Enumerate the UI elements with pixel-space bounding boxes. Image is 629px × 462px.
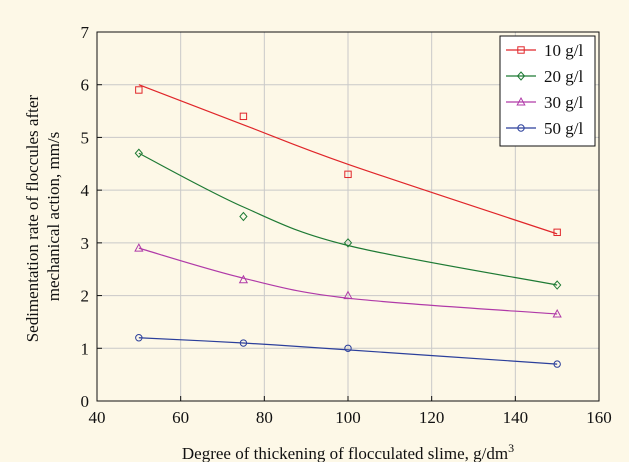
data-point-10-g-l (344, 170, 352, 179)
legend-label-10-g-l: 10 g/l (544, 41, 583, 60)
y-axis-ticks: 0 1 2 3 4 5 6 7 (81, 23, 102, 411)
x-axis-ticks: 40 60 80 100 120 140 160 (89, 396, 612, 427)
y-tick-label: 1 (81, 339, 90, 358)
x-tick-label: 100 (335, 408, 361, 427)
y-tick-label: 0 (81, 392, 90, 411)
x-tick-label: 60 (172, 408, 189, 427)
fit-curves (138, 84, 558, 365)
y-tick-label: 3 (81, 234, 90, 253)
x-tick-label: 140 (503, 408, 529, 427)
y-axis-label-line2: mechanical action, mm/s (44, 132, 63, 301)
data-point-20-g-l (239, 211, 248, 222)
data-point-20-g-l (134, 148, 143, 159)
data-point-30-g-l (552, 308, 562, 318)
fit-curve-50-g-l (138, 337, 558, 365)
data-point-30-g-l (343, 290, 353, 300)
data-point-20-g-l (343, 238, 353, 248)
data-point-10-g-l (239, 112, 248, 121)
data-point-30-g-l (134, 243, 144, 252)
y-tick-label: 2 (81, 287, 90, 306)
data-point-10-g-l (553, 228, 561, 237)
fit-curve-10-g-l (138, 84, 558, 235)
x-axis-label: Degree of thickening of flocculated slim… (182, 441, 514, 462)
x-tick-label: 120 (419, 408, 445, 427)
y-axis-label-line1: Sedimentation rate of floccules after (23, 95, 42, 343)
x-tick-label: 160 (586, 408, 612, 427)
y-tick-label: 4 (81, 181, 90, 200)
fit-curve-20-g-l (138, 152, 558, 286)
y-tick-label: 5 (81, 128, 90, 147)
legend-label-30-g-l: 30 g/l (544, 93, 583, 112)
fit-curve-30-g-l (138, 247, 558, 315)
x-tick-label: 80 (256, 408, 273, 427)
legend-marker-10-g-l (517, 46, 525, 54)
y-tick-label: 6 (81, 76, 90, 95)
legend: 10 g/l 20 g/l 30 g/l 50 g/l (499, 35, 596, 147)
data-point-30-g-l (238, 274, 249, 284)
y-tick-label: 7 (81, 23, 90, 42)
y-axis-label: Sedimentation rate of floccules after me… (23, 91, 63, 343)
data-point-20-g-l (553, 280, 562, 290)
data-point-50-g-l (135, 334, 143, 342)
data-point-50-g-l (239, 339, 248, 347)
data-point-50-g-l (344, 344, 352, 352)
legend-marker-30-g-l (516, 96, 526, 106)
legend-marker-20-g-l (516, 71, 526, 81)
data-point-50-g-l (553, 360, 561, 368)
data-point-10-g-l (135, 86, 143, 94)
x-tick-label: 40 (89, 408, 106, 427)
legend-marker-50-g-l (517, 124, 525, 132)
legend-label-20-g-l: 20 g/l (544, 67, 583, 86)
legend-label-50-g-l: 50 g/l (544, 119, 583, 138)
data-points (134, 86, 562, 368)
